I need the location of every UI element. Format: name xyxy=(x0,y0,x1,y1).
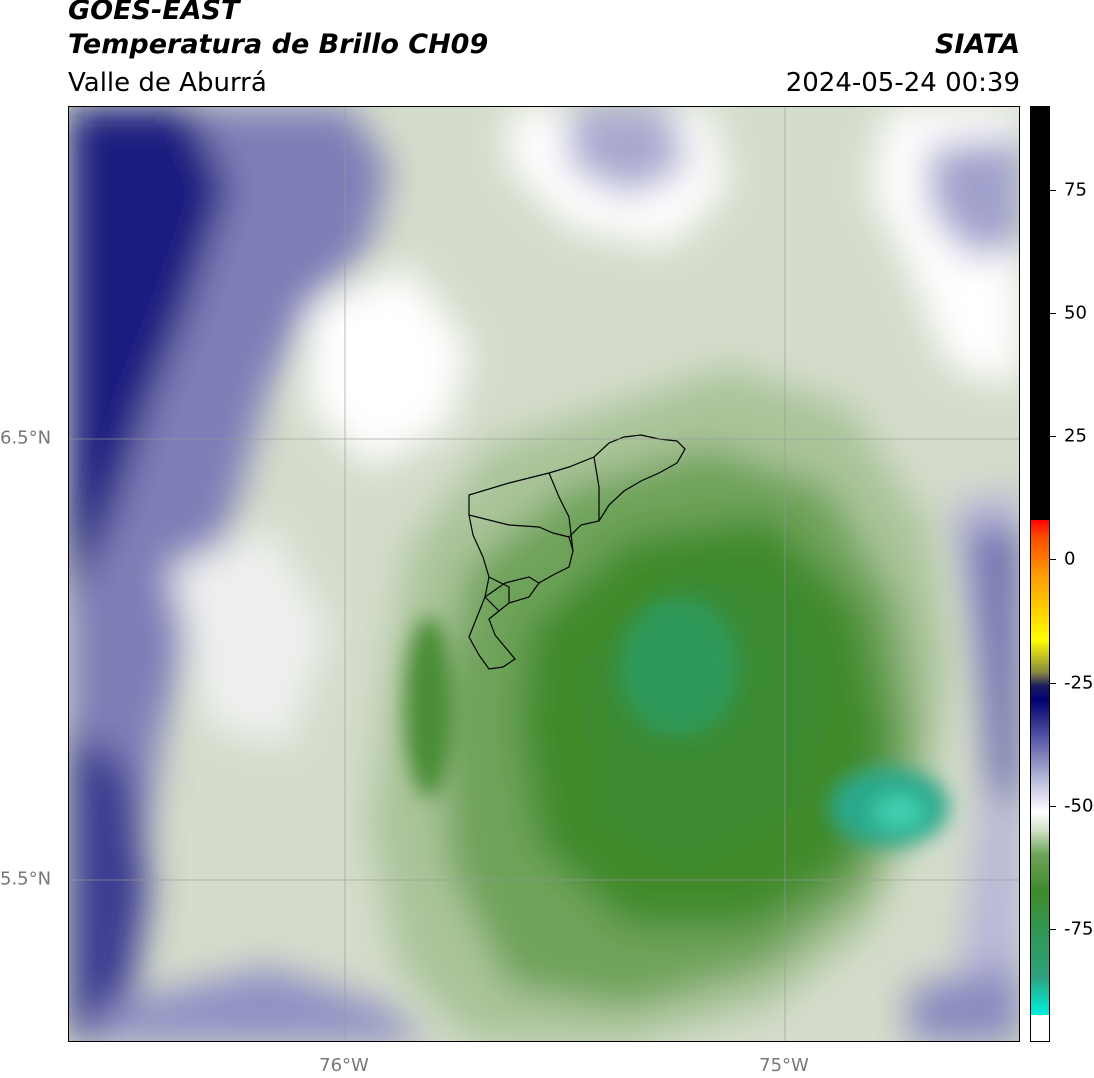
colorbar-tick xyxy=(1050,929,1056,930)
brightness-temperature-field xyxy=(69,107,1019,1041)
lat-label-6-5: 6.5°N xyxy=(0,427,52,449)
colorbar-label-50: 50 xyxy=(1064,302,1087,324)
lon-label-75w: 75°W xyxy=(759,1055,809,1076)
satellite-map[interactable] xyxy=(68,106,1020,1042)
colorbar-tick xyxy=(1050,683,1056,684)
gridlines xyxy=(69,107,1019,1041)
colorbar-label-25: 25 xyxy=(1064,425,1087,447)
colorbar-tick xyxy=(1050,313,1056,314)
region-label: Valle de Aburrá xyxy=(68,68,267,98)
lat-label-5-5: 5.5°N xyxy=(0,868,52,890)
satellite-title: GOES-EAST xyxy=(68,0,240,26)
colorbar-tick xyxy=(1050,436,1056,437)
colorbar-label-minus25: -25 xyxy=(1064,672,1094,694)
colorbar xyxy=(1030,106,1050,1042)
colorbar-label-0: 0 xyxy=(1064,548,1076,570)
source-label: SIATA xyxy=(934,29,1020,60)
colorbar-tick xyxy=(1050,190,1056,191)
colorbar-label-75: 75 xyxy=(1064,179,1087,201)
valley-outline xyxy=(468,434,686,670)
colorbar-label-minus50: -50 xyxy=(1064,795,1094,817)
colorbar-tick xyxy=(1050,806,1056,807)
colorbar-label-minus75: -75 xyxy=(1064,918,1094,940)
colorbar-tick xyxy=(1050,559,1056,560)
timestamp-label: 2024-05-24 00:39 xyxy=(785,68,1020,98)
lon-label-76w: 76°W xyxy=(319,1055,369,1076)
product-title: Temperatura de Brillo CH09 xyxy=(68,29,489,60)
